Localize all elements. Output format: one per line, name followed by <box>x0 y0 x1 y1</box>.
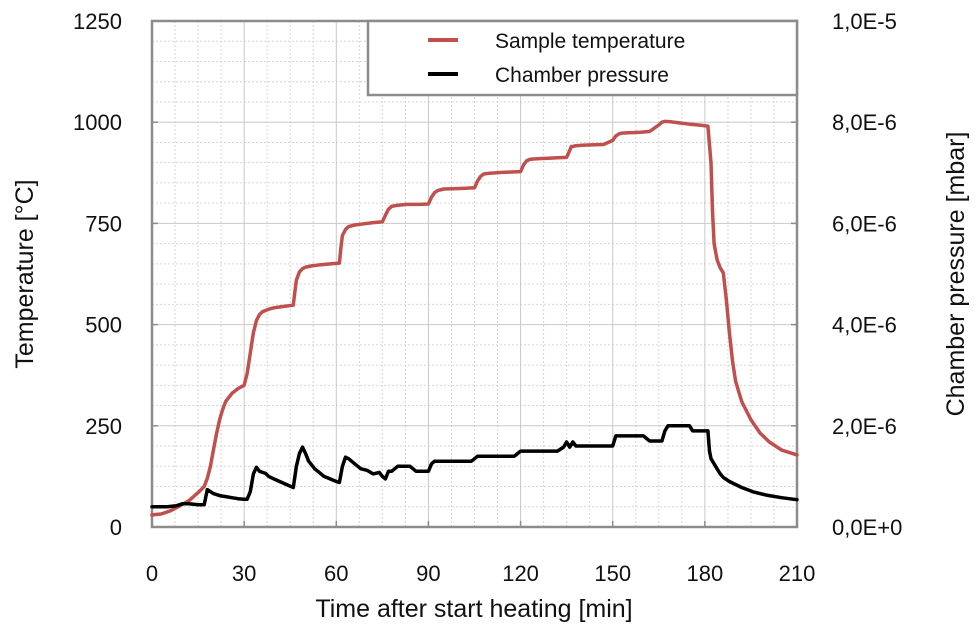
x-tick-label: 210 <box>779 561 816 586</box>
x-axis-title: Time after start heating [min] <box>315 595 632 623</box>
y2-tick-label: 6,0E-6 <box>832 211 897 236</box>
y2-tick-label: 2,0E-6 <box>832 414 897 439</box>
series-line-chamber-pressure <box>150 424 799 509</box>
y2-axis-title: Chamber pressure [mbar] <box>942 132 970 417</box>
x-tick-label: 90 <box>416 561 440 586</box>
y-axis-title: Temperature [°C] <box>11 179 39 368</box>
tick-labels: 0 30 60 90 120 150 180 210 0 250 500 750 1000 1250 0,0… <box>73 9 902 586</box>
y2-tick-label: 0,0E+0 <box>832 515 902 540</box>
legend-label-chamber-pressure: Chamber pressure <box>495 64 669 87</box>
y-tick-label: 0 <box>110 515 122 540</box>
y-tick-label: 1000 <box>73 110 122 135</box>
x-tick-label: 0 <box>146 561 158 586</box>
legend-label-sample-temperature: Sample temperature <box>495 30 685 53</box>
y-tick-label: 1250 <box>73 9 122 34</box>
x-tick-label: 180 <box>686 561 723 586</box>
y2-tick-label: 1,0E-5 <box>832 9 897 34</box>
legend: Sample temperature Chamber pressure <box>366 19 799 97</box>
series-line-sample-temperature <box>150 119 799 517</box>
major-gridlines <box>152 21 797 527</box>
y2-tick-label: 4,0E-6 <box>832 313 897 338</box>
y-tick-label: 500 <box>85 313 122 338</box>
legend-box <box>366 19 799 97</box>
x-tick-label: 60 <box>324 561 348 586</box>
y-tick-label: 250 <box>85 414 122 439</box>
x-tick-label: 150 <box>594 561 631 586</box>
series-layer <box>150 119 799 517</box>
y-tick-label: 750 <box>85 211 122 236</box>
x-tick-label: 120 <box>502 561 539 586</box>
x-tick-label: 30 <box>232 561 256 586</box>
y2-tick-label: 8,0E-6 <box>832 110 897 135</box>
